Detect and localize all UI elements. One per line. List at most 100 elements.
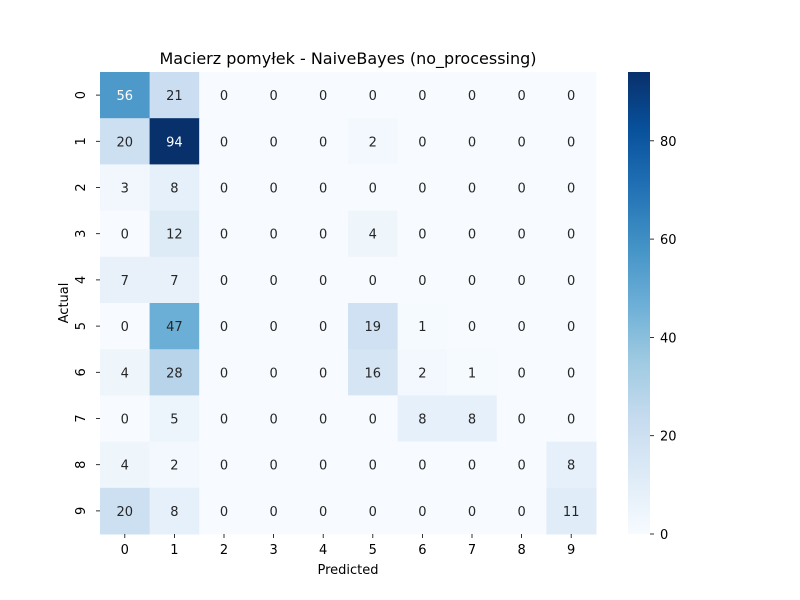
heatmap-cell <box>149 164 200 212</box>
cell-value: 0 <box>517 320 525 335</box>
cell-value: 2 <box>369 135 377 150</box>
heatmap-cell <box>447 118 498 165</box>
y-axis-label: Actual <box>57 283 72 324</box>
heatmap-cell <box>348 210 399 258</box>
heatmap-cell <box>546 118 597 165</box>
heatmap-cell <box>298 303 349 350</box>
heatmap-cell <box>397 72 448 119</box>
cell-value: 0 <box>517 89 525 104</box>
cell-value: 8 <box>418 413 426 428</box>
heatmap-cell <box>496 441 547 489</box>
cell-value: 5 <box>170 413 178 428</box>
cell-value: 0 <box>319 89 327 104</box>
chart-title: Macierz pomyłek - NaiveBayes (no_process… <box>159 49 536 69</box>
heatmap-cell <box>447 210 498 258</box>
cell-value: 0 <box>418 459 426 474</box>
heatmap-cell <box>100 210 151 258</box>
cell-value: 0 <box>567 366 575 381</box>
heatmap-cell <box>496 487 547 535</box>
cell-value: 0 <box>468 135 476 150</box>
cell-value: 0 <box>121 320 129 335</box>
cell-value: 0 <box>319 274 327 289</box>
heatmap-cell <box>100 303 151 350</box>
heatmap-cell <box>397 395 448 443</box>
cell-value: 0 <box>121 413 129 428</box>
x-axis-ticks: 0 1 2 3 4 5 6 7 8 9 <box>121 534 575 558</box>
heatmap-cell <box>199 487 250 535</box>
cell-value: 8 <box>170 182 178 197</box>
cell-value: 16 <box>365 366 382 381</box>
cell-value: 0 <box>517 366 525 381</box>
heatmap-cell <box>100 118 151 165</box>
cell-value: 19 <box>365 320 382 335</box>
heatmap-cell <box>348 118 399 165</box>
heatmap-cell <box>100 72 151 119</box>
cell-value: 20 <box>117 135 134 150</box>
cell-value: 0 <box>269 182 277 197</box>
y-tick-label: 1 <box>74 137 89 145</box>
cell-value: 1 <box>418 320 426 335</box>
cell-value: 0 <box>517 228 525 243</box>
cell-value: 0 <box>567 274 575 289</box>
cell-value: 0 <box>369 89 377 104</box>
cell-value: 0 <box>220 459 228 474</box>
cell-value: 0 <box>269 459 277 474</box>
heatmap-cell <box>199 349 250 396</box>
cell-value: 0 <box>517 135 525 150</box>
x-tick-label: 2 <box>220 543 228 558</box>
cell-value: 0 <box>319 505 327 520</box>
heatmap-cell <box>546 164 597 212</box>
cell-value: 0 <box>269 320 277 335</box>
cell-value: 0 <box>269 505 277 520</box>
heatmap-cell <box>298 72 349 119</box>
cell-value: 0 <box>468 459 476 474</box>
heatmap-cell <box>248 395 299 443</box>
heatmap-cell <box>199 118 250 165</box>
heatmap-cell <box>397 303 448 350</box>
heatmap-cell <box>546 349 597 396</box>
cell-value: 3 <box>121 182 129 197</box>
heatmap-cell <box>348 164 399 212</box>
y-tick-label: 3 <box>74 230 89 238</box>
heatmap-cell <box>496 303 547 350</box>
y-axis-ticks: 0 1 2 3 4 5 6 7 8 9 <box>74 91 100 515</box>
heatmap-cell <box>298 349 349 396</box>
cell-value: 94 <box>166 135 183 150</box>
heatmap-cells: 56 21 0 0 0 0 0 0 0 020 94 0 0 0 2 0 0 0 03 8 0 0 0 0 0 0 0 00 12 0 0 0… <box>100 72 597 535</box>
cell-value: 0 <box>220 413 228 428</box>
x-tick-label: 3 <box>269 543 277 558</box>
colorbar-ticks: 0 20 40 60 80 <box>650 135 677 543</box>
cell-value: 0 <box>220 505 228 520</box>
cell-value: 11 <box>563 505 580 520</box>
cell-value: 0 <box>319 135 327 150</box>
heatmap-cell <box>100 487 151 535</box>
cell-value: 0 <box>220 228 228 243</box>
cell-value: 0 <box>567 320 575 335</box>
cell-value: 0 <box>567 413 575 428</box>
x-tick-label: 7 <box>468 543 476 558</box>
y-tick-label: 0 <box>74 91 89 99</box>
x-tick-label: 6 <box>418 543 426 558</box>
heatmap-cell <box>397 210 448 258</box>
y-tick-label: 2 <box>74 183 89 191</box>
heatmap-cell <box>100 256 151 304</box>
y-tick-label: 5 <box>74 322 89 330</box>
heatmap-cell <box>298 256 349 304</box>
cell-value: 0 <box>319 459 327 474</box>
cell-value: 0 <box>220 274 228 289</box>
cell-value: 0 <box>517 459 525 474</box>
heatmap-cell <box>100 164 151 212</box>
cell-value: 1 <box>468 366 476 381</box>
heatmap-cell <box>397 441 448 489</box>
heatmap-cell <box>348 487 399 535</box>
heatmap-cell <box>546 441 597 489</box>
heatmap-cell <box>100 395 151 443</box>
cell-value: 0 <box>418 182 426 197</box>
cell-value: 0 <box>418 89 426 104</box>
heatmap-cell <box>397 164 448 212</box>
cell-value: 7 <box>121 274 129 289</box>
heatmap-cell <box>397 256 448 304</box>
heatmap-cell <box>149 210 200 258</box>
heatmap-cell <box>199 395 250 443</box>
cell-value: 0 <box>220 89 228 104</box>
